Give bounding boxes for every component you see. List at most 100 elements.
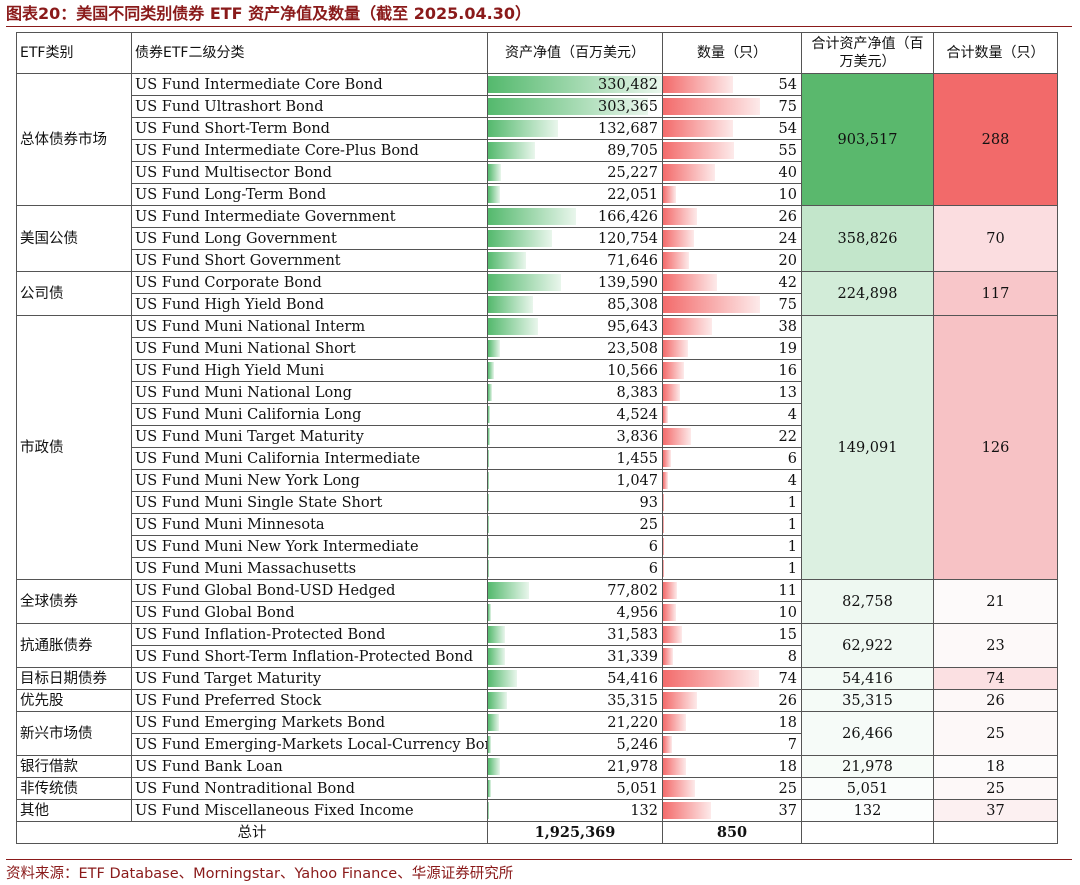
subcategory-cell: US Fund Inflation-Protected Bond bbox=[131, 623, 488, 646]
total-count-cell: 18 bbox=[933, 755, 1058, 778]
count-cell: 22 bbox=[662, 425, 802, 448]
nav-bar bbox=[488, 340, 500, 357]
subcategory-cell: US Fund Muni National Short bbox=[131, 337, 488, 360]
total-count-cell: 21 bbox=[933, 579, 1058, 624]
nav-value: 93 bbox=[639, 494, 658, 511]
nav-cell: 85,308 bbox=[487, 293, 663, 316]
nav-cell: 3,836 bbox=[487, 425, 663, 448]
nav-value: 31,339 bbox=[607, 648, 658, 665]
nav-bar bbox=[488, 472, 489, 489]
nav-value: 166,426 bbox=[598, 208, 658, 225]
nav-cell: 330,482 bbox=[487, 73, 663, 96]
nav-bar bbox=[488, 692, 507, 709]
nav-value: 1,047 bbox=[616, 472, 658, 489]
subcategory-cell: US Fund Intermediate Core-Plus Bond bbox=[131, 139, 488, 162]
nav-cell: 95,643 bbox=[487, 315, 663, 338]
nav-bar bbox=[488, 428, 490, 445]
count-bar bbox=[663, 362, 684, 379]
subcategory-cell: US Fund Multisector Bond bbox=[131, 161, 488, 184]
nav-bar bbox=[488, 208, 576, 225]
count-value: 6 bbox=[787, 450, 797, 467]
table-row: 银行借款 US Fund Bank Loan 21,978 18 21,978 18 bbox=[16, 755, 1058, 778]
header-count: 数量（只） bbox=[662, 32, 802, 74]
count-bar bbox=[663, 604, 676, 621]
nav-cell: 4,524 bbox=[487, 403, 663, 426]
nav-cell: 93 bbox=[487, 491, 663, 514]
total-count-value: 850 bbox=[662, 821, 802, 844]
category-cell: 美国公债 bbox=[16, 205, 132, 272]
nav-value: 21,220 bbox=[607, 714, 658, 731]
subcategory-cell: US Fund Short Government bbox=[131, 249, 488, 272]
nav-bar bbox=[488, 98, 648, 115]
count-bar bbox=[663, 692, 697, 709]
nav-value: 22,051 bbox=[607, 186, 658, 203]
nav-cell: 132,687 bbox=[487, 117, 663, 140]
total-count-cell: 37 bbox=[933, 799, 1058, 822]
nav-bar bbox=[488, 758, 500, 775]
nav-cell: 35,315 bbox=[487, 689, 663, 712]
count-bar bbox=[663, 208, 697, 225]
total-count-cell: 288 bbox=[933, 73, 1058, 206]
count-value: 25 bbox=[778, 780, 797, 797]
nav-cell: 139,590 bbox=[487, 271, 663, 294]
nav-bar bbox=[488, 736, 491, 753]
table-row: 新兴市场债 US Fund Emerging Markets Bond 21,220… bbox=[16, 711, 1058, 756]
count-cell: 55 bbox=[662, 139, 802, 162]
table-row: US Fund Emerging-Markets Local-Currency … bbox=[17, 733, 1058, 756]
count-cell: 1 bbox=[662, 535, 802, 558]
nav-value: 132 bbox=[630, 802, 658, 819]
table-row: US Fund Global Bond 4,956 10 bbox=[17, 601, 1058, 624]
count-bar bbox=[663, 340, 688, 357]
header-row: ETF类别 债券ETF二级分类 资产净值（百万美元） 数量（只） 合计资产净值（… bbox=[16, 32, 1058, 74]
nav-cell: 8,383 bbox=[487, 381, 663, 404]
count-cell: 75 bbox=[662, 95, 802, 118]
count-bar bbox=[663, 560, 664, 577]
nav-value: 85,308 bbox=[607, 296, 658, 313]
subcategory-cell: US Fund Bank Loan bbox=[131, 755, 488, 778]
nav-bar bbox=[488, 384, 492, 401]
count-bar bbox=[663, 758, 686, 775]
count-cell: 4 bbox=[662, 403, 802, 426]
nav-value: 89,705 bbox=[607, 142, 658, 159]
count-value: 8 bbox=[787, 648, 797, 665]
count-value: 26 bbox=[778, 692, 797, 709]
nav-bar bbox=[488, 670, 517, 687]
table-row: US Fund Muni Target Maturity 3,836 22 bbox=[17, 425, 1058, 448]
table-row: US Fund Muni National Long 8,383 13 bbox=[17, 381, 1058, 404]
bond-etf-table: ETF类别 债券ETF二级分类 资产净值（百万美元） 数量（只） 合计资产净值（… bbox=[16, 32, 1058, 844]
total-nav-cell: 5,051 bbox=[801, 777, 934, 800]
table-row: US Fund Long Government 120,754 24 bbox=[17, 227, 1058, 250]
subcategory-cell: US Fund Target Maturity bbox=[131, 667, 488, 690]
subcategory-cell: US Fund Long Government bbox=[131, 227, 488, 250]
subcategory-cell: US Fund Muni National Long bbox=[131, 381, 488, 404]
nav-cell: 22,051 bbox=[487, 183, 663, 206]
count-cell: 54 bbox=[662, 73, 802, 96]
nav-cell: 6 bbox=[487, 557, 663, 580]
count-cell: 38 bbox=[662, 315, 802, 338]
table-row: US Fund High Yield Muni 10,566 16 bbox=[17, 359, 1058, 382]
count-value: 37 bbox=[778, 802, 797, 819]
subcategory-cell: US Fund High Yield Muni bbox=[131, 359, 488, 382]
count-value: 19 bbox=[778, 340, 797, 357]
subcategory-cell: US Fund Short-Term Inflation-Protected B… bbox=[131, 645, 488, 668]
subcategory-cell: US Fund Global Bond-USD Hedged bbox=[131, 579, 488, 602]
count-bar bbox=[663, 714, 686, 731]
category-cell: 总体债券市场 bbox=[16, 73, 132, 206]
count-cell: 54 bbox=[662, 117, 802, 140]
total-nav-cell: 21,978 bbox=[801, 755, 934, 778]
nav-bar bbox=[488, 362, 494, 379]
table-row: 优先股 US Fund Preferred Stock 35,315 26 35,315… bbox=[16, 689, 1058, 712]
table-row: US Fund Muni New York Intermediate 6 1 bbox=[17, 535, 1058, 558]
nav-value: 95,643 bbox=[607, 318, 658, 335]
nav-bar bbox=[488, 560, 489, 577]
count-bar bbox=[663, 626, 682, 643]
count-cell: 26 bbox=[662, 689, 802, 712]
count-bar bbox=[663, 186, 676, 203]
subcategory-cell: US Fund Emerging-Markets Local-Currency … bbox=[131, 733, 488, 756]
count-bar bbox=[663, 428, 691, 445]
nav-bar bbox=[488, 230, 552, 247]
count-value: 55 bbox=[778, 142, 797, 159]
subcategory-cell: US Fund Muni California Intermediate bbox=[131, 447, 488, 470]
table-row: 非传统债 US Fund Nontraditional Bond 5,051 25 5,… bbox=[16, 777, 1058, 800]
nav-bar bbox=[488, 274, 561, 291]
